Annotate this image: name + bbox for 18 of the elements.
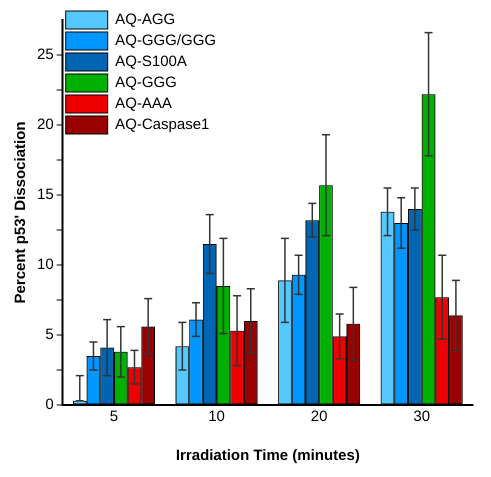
y-tick-label: 10 xyxy=(36,256,54,274)
y-tick-label: 5 xyxy=(45,326,54,344)
y-tick-label: 25 xyxy=(36,46,54,64)
x-tick-label: 10 xyxy=(208,408,225,426)
legend-label: AQ-AAA xyxy=(115,95,172,112)
x-tick-label: 30 xyxy=(413,408,430,426)
legend-label: AQ-AGG xyxy=(115,11,176,28)
y-axis-title: Percent p53' Dissociation xyxy=(12,122,30,304)
legend-label: AQ-GGG xyxy=(115,74,177,92)
x-axis-title: Irradiation Time (minutes) xyxy=(176,447,360,464)
legend-label: AQ-Caspase1 xyxy=(115,116,210,134)
y-tick-label: 0 xyxy=(45,396,54,414)
y-tick-label: 15 xyxy=(36,186,54,204)
x-tick-label: 20 xyxy=(310,408,328,426)
legend-label: AQ-GGG/GGG xyxy=(115,32,216,50)
x-tick-label: 5 xyxy=(110,408,118,426)
legend-label: AQ-S100A xyxy=(115,53,187,70)
y-tick-label: 20 xyxy=(36,116,54,134)
